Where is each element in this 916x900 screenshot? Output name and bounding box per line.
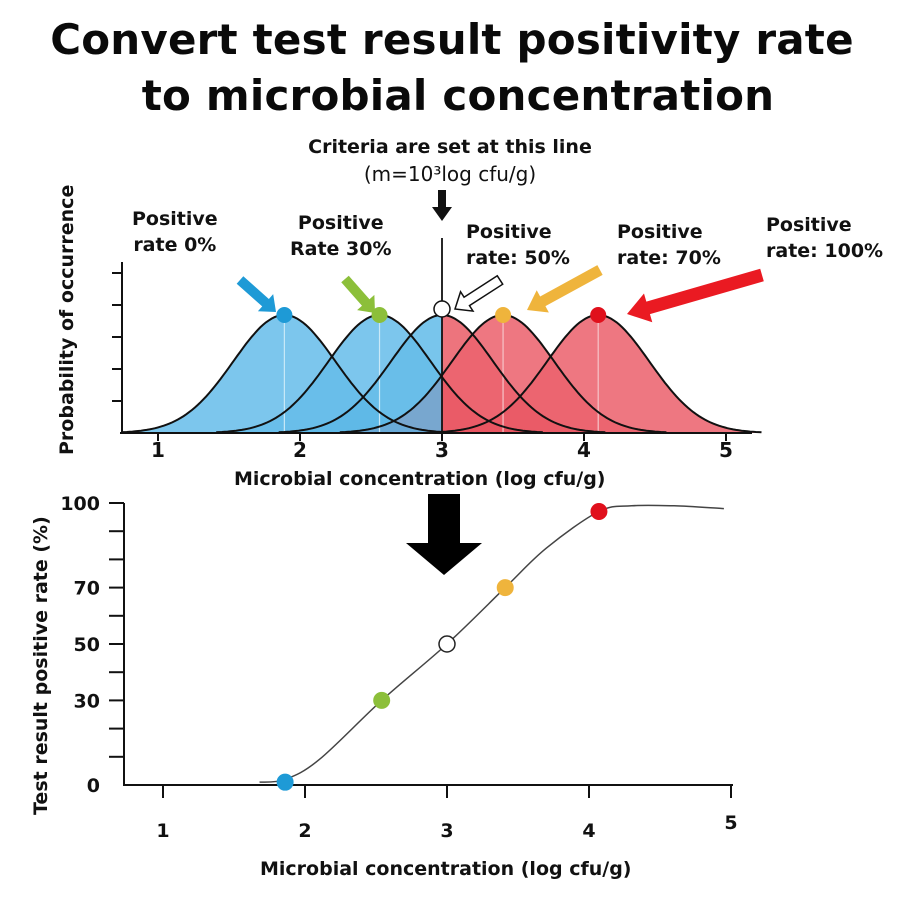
rate-label-100-line2: rate: 100% bbox=[766, 240, 884, 262]
overlap-tint-left-2 bbox=[278, 315, 442, 433]
arrow-icon-red bbox=[627, 268, 764, 323]
peak-marker-0 bbox=[276, 307, 293, 323]
peak-marker-3 bbox=[495, 307, 512, 323]
arrows-layer bbox=[236, 190, 764, 575]
big-down-arrow-icon bbox=[406, 494, 482, 575]
top-x-tick-label-2: 2 bbox=[293, 438, 307, 462]
bottom-y-tick-label-50: 50 bbox=[74, 634, 100, 656]
overlap-tint-left-0 bbox=[121, 315, 442, 433]
bottom-y-tick-label-100: 100 bbox=[60, 493, 100, 515]
bottom-x-tick-label-5: 5 bbox=[724, 812, 737, 834]
data-point-70pct bbox=[496, 579, 514, 597]
data-point-100pct bbox=[590, 502, 608, 520]
criteria-label: Criteria are set at this line bbox=[308, 136, 592, 158]
peak-marker-1 bbox=[371, 307, 388, 323]
rate-label-50-line1: Positive bbox=[466, 221, 552, 243]
overlap-tint-right-4 bbox=[442, 315, 762, 433]
rate-label-70-line1: Positive bbox=[617, 221, 703, 243]
bottom-y-axis-title: Test result positive rate (%) bbox=[30, 516, 52, 815]
title-line-1: Convert test result positivity rate bbox=[50, 15, 854, 64]
arrow-icon-white bbox=[454, 274, 504, 313]
peak-marker-2 bbox=[433, 300, 451, 318]
bottom-y-tick-label-30: 30 bbox=[74, 690, 100, 712]
top-x-tick-label-4: 4 bbox=[577, 438, 591, 462]
bottom-x-tick-label-3: 3 bbox=[440, 820, 453, 842]
bottom-y-tick-label-70: 70 bbox=[74, 578, 100, 600]
rate-label-70: Positive rate: 70% bbox=[617, 219, 721, 271]
bottom-x-axis-title: Microbial concentration (log cfu/g) bbox=[260, 858, 632, 880]
title-line-2: to microbial concentration bbox=[141, 71, 775, 120]
overlap-tint-left-3 bbox=[339, 375, 442, 433]
rate-label-100: Positive rate: 100% bbox=[766, 212, 883, 264]
overlap-tint-right-2 bbox=[442, 315, 606, 433]
arrow-icon-orange bbox=[527, 265, 603, 313]
top-y-axis-title: Probability of occurrence bbox=[56, 184, 78, 455]
rate-label-50: Positive rate: 50% bbox=[466, 219, 570, 271]
rate-label-30-line2: Rate 30% bbox=[290, 238, 392, 260]
arrow-icon-blue bbox=[236, 276, 276, 312]
criteria-value: (m=10³log cfu/g) bbox=[363, 162, 537, 186]
rate-label-0-line2: rate 0% bbox=[133, 234, 217, 256]
top-x-tick-label-3: 3 bbox=[435, 438, 449, 462]
overlap-tint-right-3 bbox=[442, 315, 667, 433]
rate-label-0-line1: Positive bbox=[132, 208, 218, 230]
distribution-fill-2-left bbox=[278, 315, 442, 433]
top-x-axis-title: Microbial concentration (log cfu/g) bbox=[234, 468, 606, 490]
overlap-tint-right-1 bbox=[442, 377, 543, 433]
distribution-chart: 1 2 3 4 5 bbox=[112, 238, 762, 462]
rate-label-70-line2: rate: 70% bbox=[617, 247, 721, 269]
data-point-0pct bbox=[276, 773, 294, 791]
positive-rate-curve bbox=[259, 504, 724, 783]
data-point-30pct bbox=[373, 691, 391, 709]
threshold-down-arrow-icon bbox=[432, 190, 452, 221]
rate-label-100-line1: Positive bbox=[766, 214, 852, 236]
top-x-tick-label-5: 5 bbox=[719, 438, 733, 462]
bottom-x-tick-label-4: 4 bbox=[582, 820, 595, 842]
rate-label-30-line1: Positive bbox=[297, 212, 384, 234]
bottom-y-tick-label-0: 0 bbox=[87, 775, 100, 797]
positive-rate-chart: 0 30 50 70 100 1 2 3 4 5 bbox=[60, 493, 737, 842]
top-x-tick-label-1: 1 bbox=[151, 438, 165, 462]
bottom-x-tick-label-1: 1 bbox=[156, 820, 169, 842]
bottom-x-tick-label-2: 2 bbox=[298, 820, 311, 842]
arrow-icon-green bbox=[341, 275, 375, 313]
data-point-50pct bbox=[438, 635, 456, 653]
rate-label-30: Positive Rate 30% bbox=[290, 210, 392, 262]
rate-label-0: Positive rate 0% bbox=[132, 206, 218, 258]
overlap-tint-left-1 bbox=[216, 315, 442, 433]
peak-marker-4 bbox=[590, 307, 607, 323]
rate-label-50-line2: rate: 50% bbox=[466, 247, 570, 269]
